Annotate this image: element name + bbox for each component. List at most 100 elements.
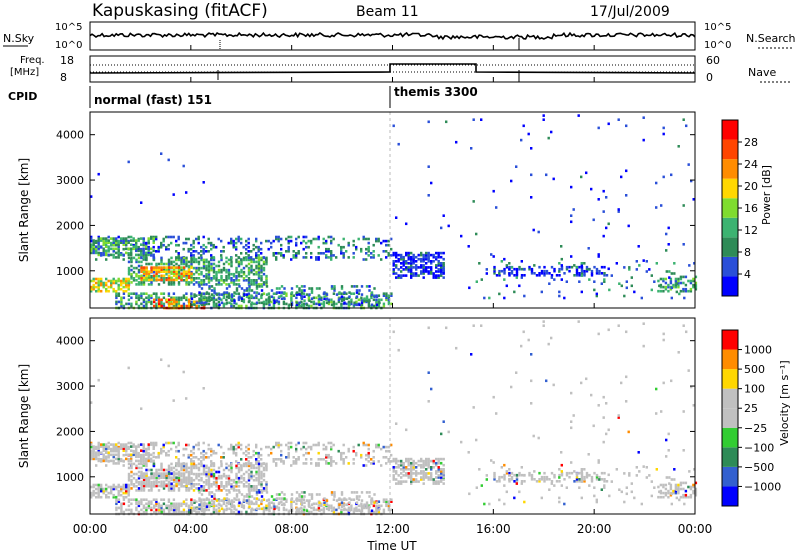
velocity-cell — [175, 484, 178, 488]
power-cell — [102, 285, 105, 289]
velocity-cell — [152, 464, 156, 468]
power-cell — [115, 241, 118, 244]
velocity-cell — [315, 493, 319, 496]
velocity-cell — [182, 462, 186, 466]
power-cell — [282, 254, 285, 257]
velocity-cell — [410, 468, 413, 471]
power-cell — [212, 296, 216, 300]
power-cell — [107, 253, 110, 257]
power-cell — [387, 298, 391, 302]
power-cell — [255, 291, 259, 294]
velocity-cell — [192, 462, 196, 466]
power-cell — [550, 274, 554, 277]
velocity-cell — [277, 443, 280, 447]
power-cell — [610, 274, 613, 277]
power-cell — [225, 283, 228, 286]
velocity-cell — [617, 414, 620, 417]
power-cell — [130, 264, 133, 268]
velocity-cell — [618, 488, 621, 491]
velocity-cell — [677, 491, 680, 495]
xtick-label: 12:00 — [375, 522, 410, 536]
velocity-cell — [140, 443, 143, 446]
velocity-cell — [262, 466, 266, 470]
velocity-cell — [140, 484, 143, 488]
power-cell — [432, 276, 435, 279]
velocity-cell — [115, 485, 118, 489]
velocity-cell — [167, 498, 171, 501]
ytick-label: 4000 — [56, 335, 84, 348]
power-cell — [187, 264, 191, 268]
velocity-cell — [185, 504, 188, 508]
velocity-cell — [197, 466, 201, 470]
velocity-cell — [232, 478, 236, 482]
power-cell — [392, 251, 395, 255]
velocity-cell — [142, 472, 146, 475]
power-cell — [580, 267, 584, 271]
velocity-cell — [310, 445, 313, 449]
velocity-cell — [232, 447, 235, 451]
power-cell — [412, 272, 415, 275]
velocity-colorbar-label: Velocity [m s⁻¹] — [778, 360, 791, 445]
power-cell — [682, 289, 685, 293]
power-cell — [237, 283, 241, 286]
velocity-cell — [573, 480, 576, 483]
power-cell — [180, 256, 183, 260]
power-cell — [412, 266, 415, 269]
velocity-cell — [215, 451, 218, 455]
power-cell — [172, 272, 176, 275]
cpid-label: CPID — [8, 90, 37, 103]
power-cell — [580, 290, 583, 294]
velocity-cell — [583, 478, 586, 481]
power-cell — [100, 281, 103, 285]
power-cell — [572, 208, 575, 211]
power-cell — [152, 237, 155, 240]
velocity-cell — [125, 495, 128, 499]
velocity-cell — [122, 491, 125, 495]
power-cell — [365, 297, 369, 300]
power-cell — [330, 235, 333, 239]
power-cell — [335, 293, 339, 296]
power-cell — [175, 239, 178, 243]
power-cell — [340, 299, 344, 302]
velocity-cell — [330, 447, 333, 451]
velocity-cell — [130, 455, 133, 459]
velocity-cell — [322, 508, 326, 512]
velocity-cell — [158, 508, 161, 512]
power-cell — [325, 254, 328, 257]
velocity-cell — [255, 489, 258, 492]
power-cell — [110, 247, 113, 251]
power-cell — [542, 114, 545, 117]
power-cell — [105, 245, 108, 248]
velocity-cell — [355, 506, 358, 510]
power-cell — [208, 299, 211, 302]
power-cell — [347, 243, 350, 247]
velocity-cell — [237, 478, 241, 482]
velocity-cell — [177, 480, 181, 484]
velocity-cell — [165, 504, 168, 508]
power-cell — [195, 258, 198, 261]
velocity-cell — [260, 483, 263, 486]
velocity-cell — [105, 483, 108, 487]
power-cell — [367, 304, 371, 308]
velocity-cell — [185, 487, 188, 490]
power-cell — [373, 295, 376, 298]
velocity-cell — [92, 489, 95, 493]
power-cell — [110, 283, 113, 287]
power-cell — [237, 260, 241, 264]
power-cell — [130, 253, 133, 257]
power-cell — [598, 272, 601, 275]
velocity-cell — [107, 441, 110, 445]
power-cell — [385, 256, 388, 259]
velocity-cell — [435, 457, 438, 461]
power-cell — [137, 247, 140, 251]
power-cell — [135, 249, 138, 253]
power-cell — [600, 282, 603, 285]
velocity-cell — [447, 430, 450, 434]
velocity-cell — [422, 461, 425, 465]
velocity-cell — [212, 464, 216, 468]
power-cell — [265, 274, 268, 278]
velocity-cell — [140, 466, 143, 470]
velocity-cell — [363, 503, 366, 506]
velocity-cell — [147, 458, 150, 461]
